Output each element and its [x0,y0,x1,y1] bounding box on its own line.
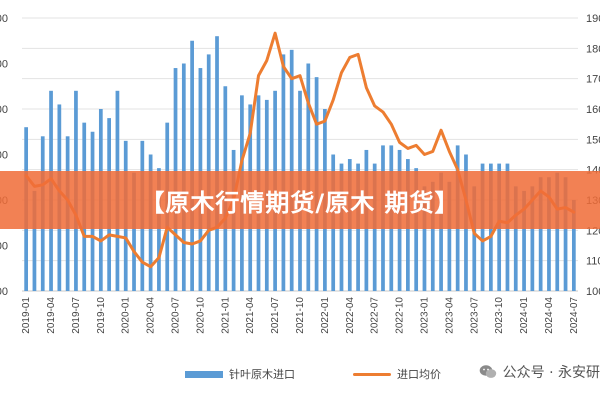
left-tick-label: 00 [0,286,8,298]
x-axis: 2019-01 2019-04 2019-07 2019-10 2020-01 2020-… [21,297,580,334]
x-tick-label: 2019-10 [96,297,107,334]
x-tick-label: 2024-04 [544,297,555,334]
right-tick-label: 190 [586,13,600,25]
right-tick-label: 180 [586,43,600,55]
x-tick-label: 2019-01 [21,297,32,334]
banner-title: 【原木行情期货/原木 期货】 [140,188,460,217]
left-tick-label: 00 [0,241,8,253]
bar-2020-05 [157,168,161,291]
x-tick-label: 2020-07 [171,297,182,334]
right-tick-label: 110 [586,256,600,268]
bar-2023-07 [472,186,477,291]
x-tick-label: 2023-10 [494,297,505,334]
right-tick-label: 100 [586,286,600,298]
legend-bar-swatch [185,370,223,378]
bar-2024-07 [571,200,576,291]
bar-2024-04 [547,177,551,291]
bar-2023-01 [422,186,427,291]
bar-2023-12 [513,186,518,291]
left-axis: 00000000000000 [0,13,8,298]
x-tick-label: 2021-01 [220,297,231,334]
x-tick-label: 2024-01 [519,297,530,334]
bar-2019-02 [32,190,37,291]
x-tick-label: 2019-04 [46,297,57,334]
x-tick-label: 2021-07 [270,297,281,334]
right-axis: 190180170160150140130120110100 [586,13,600,298]
bar-2023-04 [447,181,452,291]
bar-2023-03 [439,172,443,291]
bar-2024-03 [538,177,543,291]
bar-2024-05 [555,172,560,291]
wechat-icon [479,365,496,378]
watermark-text: 公众号 · 永安研 [502,365,600,381]
x-tick-label: 2022-04 [345,297,356,334]
x-tick-label: 2021-10 [295,297,306,334]
left-tick-label: 00 [0,150,8,162]
bar-2023-02 [430,181,435,291]
right-tick-label: 160 [586,104,600,116]
x-tick-label: 2020-04 [146,297,157,334]
bar-2020-12 [215,36,219,292]
x-tick-label: 2020-10 [195,297,206,334]
bar-2020-09 [190,40,194,291]
legend-line-label: 进口均价 [397,368,441,381]
x-tick-label: 2019-07 [71,297,82,334]
right-tick-label: 170 [586,74,600,86]
bar-2024-01 [522,190,526,291]
legend: 针叶原木进口 进口均价 [185,366,441,382]
bar-2024-06 [563,177,568,291]
x-tick-label: 2024-07 [569,297,580,334]
bar-2024-02 [530,186,535,291]
legend-bar-label: 针叶原木进口 [229,368,295,381]
left-tick-label: 00 [0,59,8,71]
x-tick-label: 2023-04 [444,297,455,334]
left-tick-label: 00 [0,13,8,25]
title-banner: 【原木行情期货/原木 期货】 [0,171,600,229]
x-tick-label: 2022-10 [395,297,406,334]
x-tick-label: 2022-07 [370,297,381,334]
x-tick-label: 2023-01 [419,297,430,334]
x-tick-label: 2023-07 [469,297,480,334]
right-tick-label: 150 [586,134,600,146]
bar-2022-12 [414,168,419,291]
x-tick-label: 2021-04 [245,297,256,334]
bar-2020-02 [132,172,136,291]
x-tick-label: 2022-01 [320,297,331,334]
left-tick-label: 00 [0,104,8,116]
watermark: 公众号 · 永安研 [479,362,600,382]
legend-line-swatch [353,372,391,376]
bar-2021-09 [289,49,294,291]
x-tick-label: 2020-01 [121,297,132,334]
